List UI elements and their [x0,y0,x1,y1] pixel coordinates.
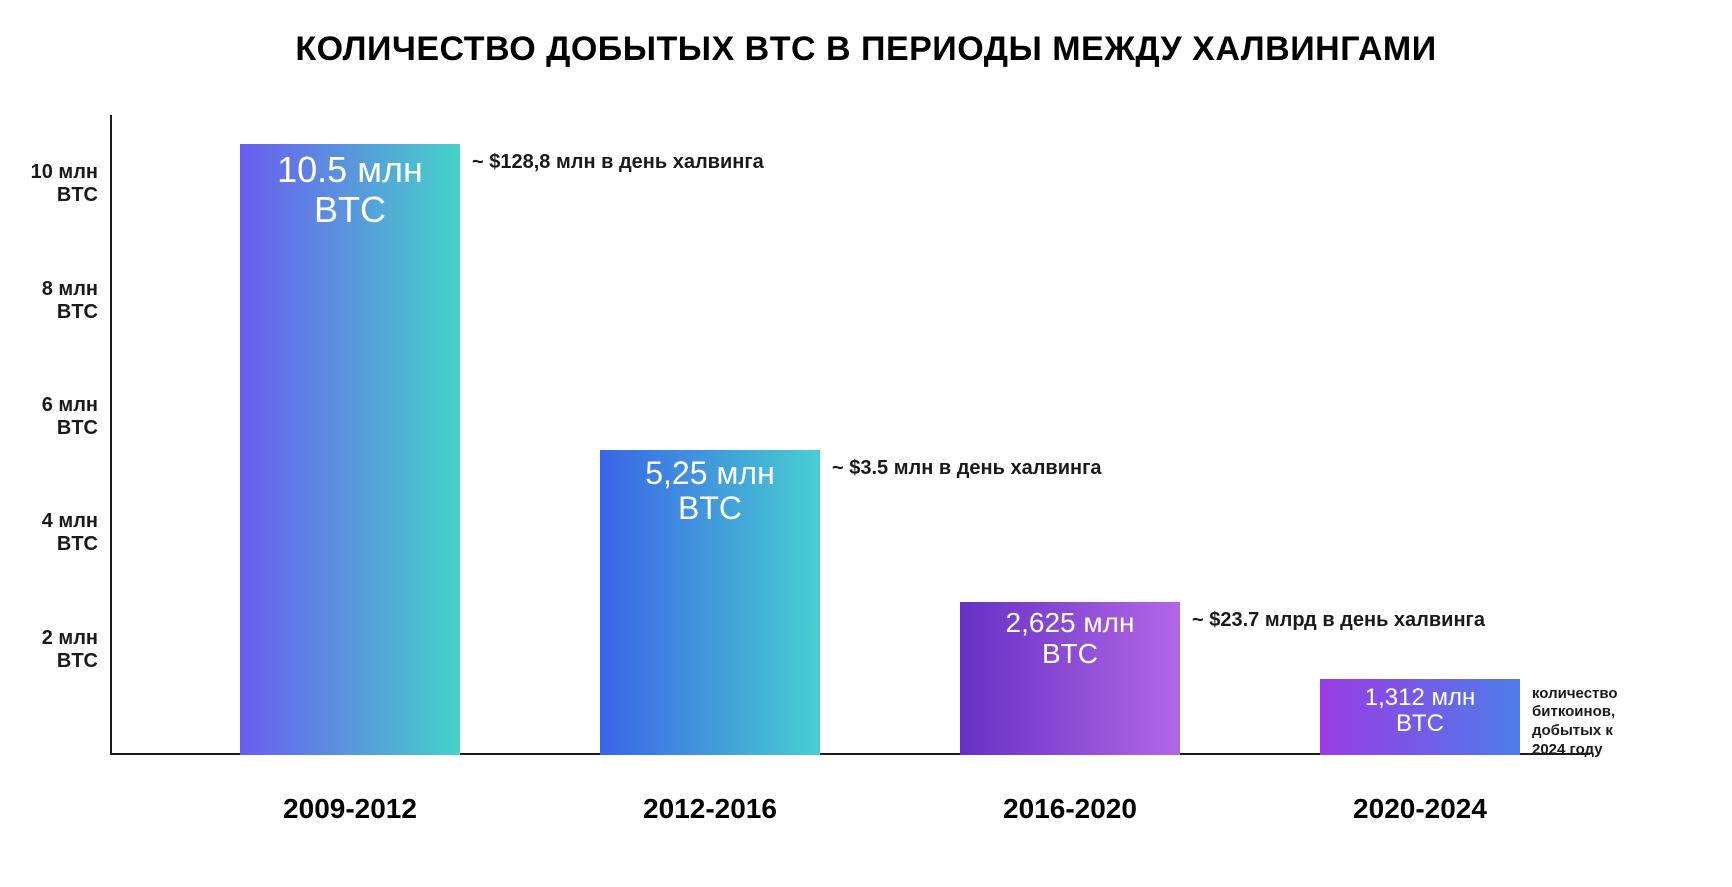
y-tick-label: 4 млн BTC [8,510,98,556]
bar-value-line1: 1,312 млн [1365,684,1475,711]
y-tick-label: 8 млн BTC [8,278,98,324]
y-tick-line1: 4 млн [42,510,98,532]
y-tick-line2: BTC [57,650,98,672]
y-tick-label: 2 млн BTC [8,627,98,673]
bar-value-label: 1,312 млн BTC [1320,685,1520,738]
bar-value-line2: BTC [1396,710,1444,737]
bar-annotation: ~ $128,8 млн в день халвинга [472,150,764,175]
x-tick-label: 2016-2020 [920,793,1220,825]
bar-2020-2024: 1,312 млн BTC [1320,679,1520,755]
y-tick-line2: BTC [57,301,98,323]
chart-title: КОЛИЧЕСТВО ДОБЫТЫХ BTC В ПЕРИОДЫ МЕЖДУ Х… [0,30,1732,69]
bar-value-line2: BTC [314,189,386,230]
bar-value-line1: 10.5 млн [277,149,423,190]
bar-annotation: ~ $3.5 млн в день халвинга [832,456,1102,481]
bar-value-label: 5,25 млн BTC [600,456,820,526]
y-tick-line1: 8 млн [42,278,98,300]
bar-value-line2: BTC [1042,638,1098,669]
x-tick-label: 2009-2012 [200,793,500,825]
y-tick-line2: BTC [57,533,98,555]
bar-value-line2: BTC [678,490,742,526]
bar-value-label: 10.5 млн BTC [240,150,460,229]
y-tick-line2: BTC [57,184,98,206]
bar-value-line1: 2,625 млн [1006,607,1135,638]
y-axis-line [110,115,112,755]
bar-2016-2020: 2,625 млн BTC [960,602,1180,755]
y-tick-line1: 2 млн [42,627,98,649]
bar-value-label: 2,625 млн BTC [960,608,1180,670]
bar-2012-2016: 5,25 млн BTC [600,450,820,755]
y-tick-label: 10 млн BTC [8,161,98,207]
bar-annotation: ~ $23.7 млрд в день халвинга [1192,608,1485,633]
x-tick-label: 2012-2016 [560,793,860,825]
y-tick-line1: 10 млн [31,161,98,183]
y-tick-line1: 6 млн [42,394,98,416]
plot-area: 2 млн BTC 4 млн BTC 6 млн BTC 8 млн BTC … [110,115,1590,755]
bar-value-line1: 5,25 млн [645,455,775,491]
y-tick-line2: BTC [57,417,98,439]
y-tick-label: 6 млн BTC [8,394,98,440]
x-tick-label: 2020-2024 [1270,793,1570,825]
bar-2009-2012: 10.5 млн BTC [240,144,460,755]
bar-annotation: количество биткоинов, добытых к 2024 год… [1532,685,1618,760]
